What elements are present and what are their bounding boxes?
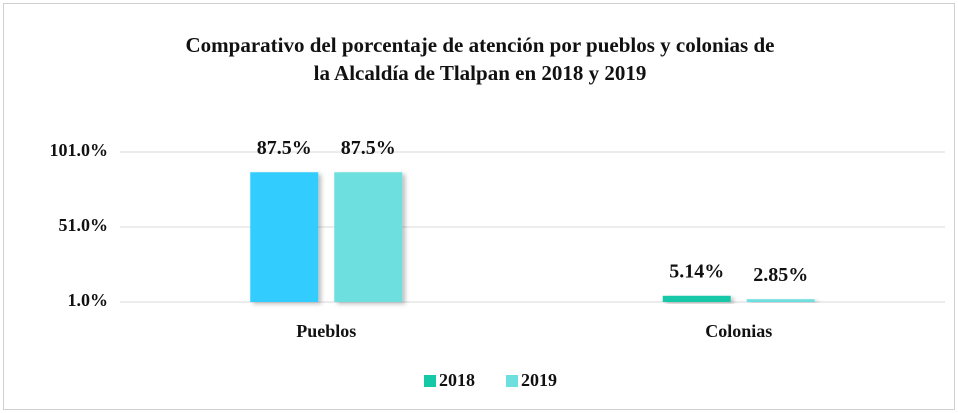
x-tick-label: Colonias xyxy=(705,321,772,341)
bar xyxy=(250,172,319,302)
bar xyxy=(662,295,731,302)
bar xyxy=(746,299,815,302)
value-label: 87.5% xyxy=(257,137,312,159)
y-tick-label: 101.0% xyxy=(50,140,109,160)
chart-title: Comparativo del porcentaje de atención p… xyxy=(186,33,775,57)
legend-label: 2019 xyxy=(521,370,557,390)
value-label: 2.85% xyxy=(753,264,808,286)
value-label: 5.14% xyxy=(669,260,724,282)
x-tick-label: Pueblos xyxy=(296,321,356,341)
bar xyxy=(334,172,403,302)
chart-frame xyxy=(3,3,955,410)
chart-title: la Alcaldía de Tlalpan en 2018 y 2019 xyxy=(314,61,647,85)
value-label: 87.5% xyxy=(341,137,396,159)
y-tick-label: 1.0% xyxy=(68,290,109,310)
y-tick-label: 51.0% xyxy=(59,215,109,235)
legend-swatch xyxy=(506,375,518,387)
legend-swatch xyxy=(424,375,436,387)
legend-label: 2018 xyxy=(439,370,475,390)
